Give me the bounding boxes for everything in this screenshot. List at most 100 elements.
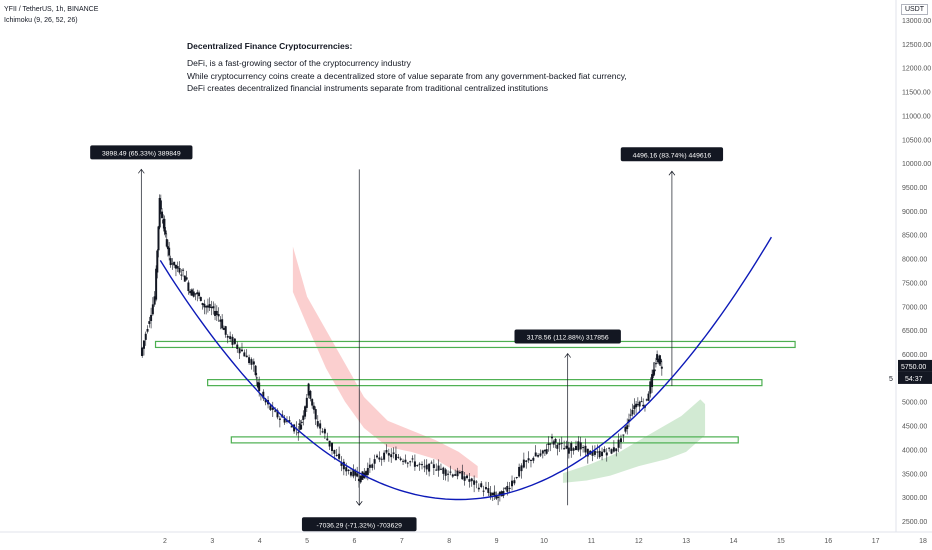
candle-body bbox=[283, 418, 286, 423]
candle-body bbox=[552, 441, 555, 445]
candle-body bbox=[413, 461, 416, 467]
candle-body bbox=[392, 452, 395, 454]
candle-body bbox=[430, 462, 433, 464]
candle-body bbox=[480, 483, 483, 488]
measurement-labels: 3898.49 (65.33%) 389849 -7036.29 (-71.32%… bbox=[90, 145, 724, 532]
y-tick-label: 5000.00 bbox=[902, 400, 927, 407]
x-tick-label: 13 bbox=[682, 538, 690, 545]
candle-body bbox=[500, 491, 503, 497]
candle-body bbox=[189, 290, 192, 294]
price-axis[interactable]: 13000.00 12500.00 12000.00 11500.00 11000.00… bbox=[902, 18, 931, 526]
candle-body bbox=[654, 363, 657, 365]
candle-body bbox=[656, 354, 659, 361]
candle-body bbox=[394, 454, 397, 460]
currency-label[interactable]: USDT bbox=[900, 4, 928, 15]
x-tick-label: 15 bbox=[777, 538, 785, 545]
candle-body bbox=[508, 487, 511, 489]
horizontal-zone[interactable] bbox=[230, 436, 739, 444]
candle-body bbox=[560, 442, 563, 444]
candle-body bbox=[399, 458, 402, 460]
candle-body bbox=[558, 443, 561, 445]
candle-body bbox=[484, 487, 487, 490]
candle-body bbox=[300, 421, 303, 423]
candle-body bbox=[461, 471, 464, 480]
candle-body bbox=[321, 431, 324, 433]
candle-body bbox=[198, 292, 201, 297]
candle-body bbox=[470, 478, 473, 482]
candle-body bbox=[166, 246, 169, 250]
candle-body bbox=[212, 306, 215, 309]
measurement-tools[interactable] bbox=[138, 168, 676, 506]
candle-body bbox=[163, 218, 166, 232]
candle-body bbox=[297, 432, 300, 434]
candle-body bbox=[406, 462, 409, 464]
candle-body bbox=[262, 391, 265, 399]
candle-body bbox=[428, 463, 431, 472]
candle-body bbox=[254, 365, 257, 376]
ichimoku-cloud bbox=[292, 246, 706, 483]
candle-body bbox=[196, 292, 199, 295]
candle-body bbox=[418, 463, 421, 465]
y-tick-label: 11000.00 bbox=[902, 113, 931, 120]
candle-body bbox=[302, 415, 305, 420]
candle-body bbox=[652, 369, 655, 377]
candle-body bbox=[527, 458, 530, 461]
candle-body bbox=[442, 467, 445, 474]
parabolic-curve[interactable] bbox=[159, 236, 773, 501]
candle-body bbox=[162, 219, 165, 224]
candle-body bbox=[596, 451, 599, 453]
candle-body bbox=[250, 359, 253, 365]
last-price-label: 5750.00 bbox=[901, 364, 926, 371]
candle-body bbox=[522, 459, 525, 468]
candle-body bbox=[354, 470, 357, 476]
candle-body bbox=[171, 263, 174, 265]
candle-body bbox=[338, 453, 341, 459]
candle-body bbox=[579, 442, 582, 450]
candle-body bbox=[541, 450, 544, 454]
candle-body bbox=[219, 319, 222, 322]
candle-body bbox=[454, 474, 457, 476]
candle-body bbox=[423, 466, 426, 468]
measure-label-box bbox=[90, 145, 193, 160]
support-zones[interactable] bbox=[154, 340, 796, 444]
candle-body bbox=[402, 460, 405, 462]
indicator-legend[interactable]: Ichimoku (9, 26, 52, 26) bbox=[4, 17, 78, 24]
candle-body bbox=[651, 374, 654, 387]
y-tick-label: 4500.00 bbox=[902, 424, 927, 431]
candle-body bbox=[252, 361, 255, 365]
horizontal-zone[interactable] bbox=[154, 340, 796, 349]
candlestick-series bbox=[141, 194, 663, 506]
candle-body bbox=[208, 304, 211, 308]
candle-body bbox=[617, 439, 620, 448]
time-axis[interactable]: 2 3 4 5 6 7 8 9 10 11 12 13 14 15 16 17 18 bbox=[163, 538, 927, 545]
candle-body bbox=[498, 491, 501, 496]
candle-body bbox=[238, 348, 241, 354]
candle-body bbox=[567, 447, 570, 454]
candle-body bbox=[335, 454, 338, 457]
y-tick-label: 2500.00 bbox=[902, 519, 927, 526]
measure-label-box bbox=[514, 329, 621, 344]
candle-body bbox=[449, 471, 452, 473]
candle-body bbox=[231, 336, 234, 345]
candle-body bbox=[365, 471, 368, 476]
candle-body bbox=[224, 326, 227, 335]
note-line-1: DeFi, is a fast-growing sector of the cr… bbox=[187, 58, 411, 68]
candle-body bbox=[647, 393, 650, 401]
y-tick-label: 3000.00 bbox=[902, 495, 927, 502]
candle-body bbox=[187, 282, 190, 292]
horizontal-zone[interactable] bbox=[207, 379, 763, 387]
y-tick-label: 10500.00 bbox=[902, 137, 931, 144]
candle-body bbox=[383, 452, 386, 460]
candle-body bbox=[236, 344, 239, 349]
candle-body bbox=[304, 406, 307, 417]
last-price-box bbox=[898, 359, 932, 372]
x-tick-label: 12 bbox=[635, 538, 643, 545]
candle-body bbox=[298, 423, 301, 425]
candle-body bbox=[352, 469, 355, 477]
candle-body bbox=[518, 466, 521, 477]
candle-body bbox=[387, 453, 390, 456]
candle-body bbox=[361, 471, 364, 480]
y-tick-label: 8500.00 bbox=[902, 233, 927, 240]
x-tick-label: 3 bbox=[210, 538, 214, 545]
